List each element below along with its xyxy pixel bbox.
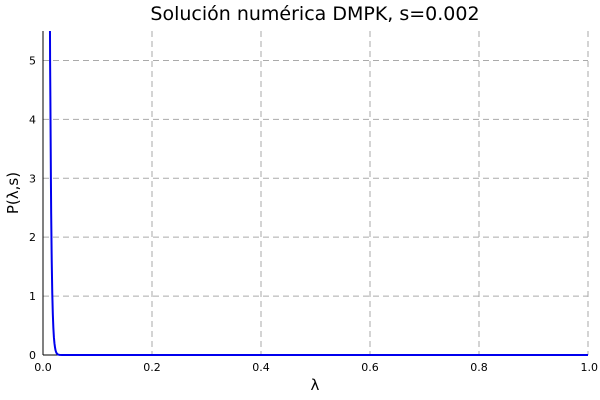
x-tick-label: 0.6 [361,361,379,374]
y-tick-label: 4 [29,113,36,126]
series-group [48,30,588,356]
tick-labels: 0.0 0.2 0.4 0.6 0.8 1.0 0 1 2 3 4 5 [29,54,598,374]
grid [43,31,589,355]
axes [42,31,588,356]
y-tick-label: 3 [29,172,36,185]
series-line [48,30,588,356]
x-tick-label: 1.0 [581,361,599,374]
y-tick-label: 2 [29,231,36,244]
x-axis-label: λ [311,376,320,394]
chart-title: Solución numérica DMPK, s=0.002 [150,3,479,25]
x-tick-label: 0.4 [252,361,270,374]
x-tick-label: 0.8 [470,361,488,374]
y-tick-label: 5 [29,54,36,67]
x-tick-label: 0.2 [143,361,161,374]
x-tick-label: 0.0 [34,361,52,374]
y-tick-label: 1 [29,290,36,303]
y-tick-label: 0 [29,349,36,362]
y-axis-label: P(λ,s) [4,172,22,214]
